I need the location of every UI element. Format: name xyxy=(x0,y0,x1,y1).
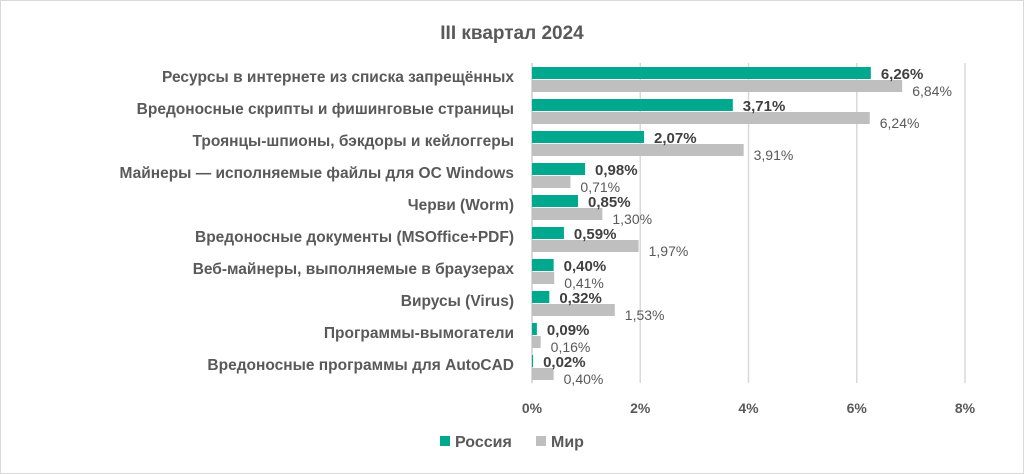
bar-russia xyxy=(532,163,586,175)
category-label: Вредоносные документы (MSOffice+PDF) xyxy=(195,229,514,246)
category-label: Черви (Worm) xyxy=(408,197,514,214)
legend-swatch-russia xyxy=(440,436,450,446)
bar-world xyxy=(532,176,571,188)
bar-russia xyxy=(532,291,550,303)
data-label-world: 1,53% xyxy=(625,307,665,323)
x-axis-ticks: 0% 2% 4% 6% 8% xyxy=(522,400,976,416)
bar-russia xyxy=(532,131,645,143)
data-label-world: 0,16% xyxy=(551,339,591,355)
data-label-russia: 0,09% xyxy=(547,322,590,339)
bar-world xyxy=(532,144,744,156)
category-label: Майнеры — исполняемые файлы для ОС Windo… xyxy=(119,165,514,182)
category-labels: Ресурсы в интернете из списка запрещённы… xyxy=(119,69,514,374)
bar-world xyxy=(532,336,541,348)
bar-world xyxy=(532,368,554,380)
x-tick-label: 2% xyxy=(630,400,651,416)
bar-world xyxy=(532,272,555,284)
x-tick-label: 4% xyxy=(738,400,759,416)
bar-russia xyxy=(532,227,564,239)
data-label-world: 1,97% xyxy=(649,243,689,259)
data-label-russia: 0,85% xyxy=(588,194,631,211)
category-label: Троянцы-шпионы, бэкдоры и кейлоггеры xyxy=(192,133,514,150)
category-label: Ресурсы в интернете из списка запрещённы… xyxy=(162,69,514,86)
data-label-russia: 0,02% xyxy=(543,354,586,371)
category-label: Вирусы (Virus) xyxy=(401,293,514,310)
legend-label-world: Мир xyxy=(551,434,584,451)
bar-world xyxy=(532,240,639,252)
data-label-russia: 0,32% xyxy=(559,290,602,307)
bar-russia xyxy=(532,195,579,207)
bar-world xyxy=(532,80,903,92)
data-label-russia: 0,40% xyxy=(564,258,607,275)
legend: Россия Мир xyxy=(440,434,584,451)
category-label: Вредоносные программы для AutoCAD xyxy=(207,357,514,374)
bar-world xyxy=(532,112,870,124)
data-label-russia: 6,26% xyxy=(881,66,924,83)
data-label-world: 0,41% xyxy=(564,275,604,291)
bar-world xyxy=(532,208,603,220)
x-tick-label: 6% xyxy=(847,400,868,416)
chart-title: III квартал 2024 xyxy=(440,23,584,44)
data-label-world: 0,71% xyxy=(580,179,620,195)
data-label-russia: 2,07% xyxy=(654,130,697,147)
data-label-world: 3,91% xyxy=(754,147,794,163)
bars: 6,26%6,84% 3,71% 6,24% 2,07% 3,91% 0,98%0,71%… xyxy=(532,66,952,387)
legend-label-russia: Россия xyxy=(455,434,512,451)
bar-russia xyxy=(532,355,534,367)
data-label-world: 6,84% xyxy=(912,83,952,99)
category-label: Вредоносные скрипты и фишинговые страниц… xyxy=(137,101,514,118)
data-label-world: 0,40% xyxy=(564,371,604,387)
bar-russia xyxy=(532,67,871,79)
data-label-world: 1,30% xyxy=(612,211,652,227)
bar-world xyxy=(532,304,615,316)
x-tick-label: 0% xyxy=(522,400,543,416)
data-label-russia: 0,98% xyxy=(595,162,638,179)
category-label: Программы-вымогатели xyxy=(324,325,514,342)
bar-russia xyxy=(532,323,537,335)
legend-swatch-world xyxy=(536,436,546,446)
x-tick-label: 8% xyxy=(955,400,976,416)
data-label-world: 6,24% xyxy=(880,115,920,131)
data-label-russia: 0,59% xyxy=(574,226,617,243)
category-label: Веб-майнеры, выполняемые в браузерах xyxy=(193,261,515,278)
data-label-russia: 3,71% xyxy=(743,98,786,115)
bar-russia xyxy=(532,99,733,111)
bar-russia xyxy=(532,259,554,271)
